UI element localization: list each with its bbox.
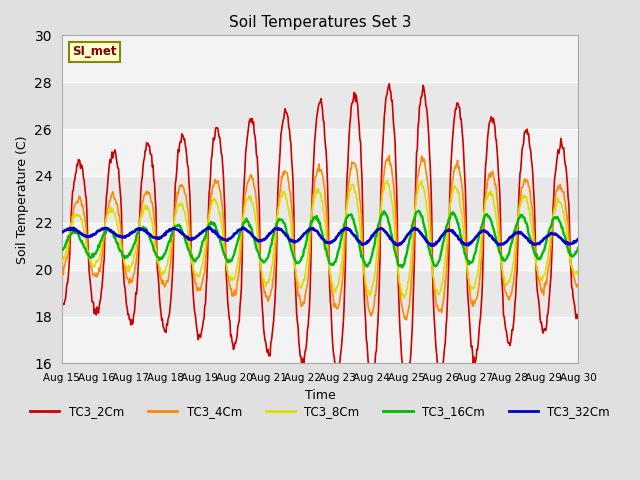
- TC3_32Cm: [427, 243, 435, 249]
- TC3_4Cm: [398, 305, 406, 311]
- TC3_8Cm: [58, 258, 66, 264]
- TC3_16Cm: [200, 237, 208, 242]
- TC3_32Cm: [383, 231, 391, 237]
- TC3_2Cm: [67, 213, 75, 218]
- TC3_32Cm: [120, 234, 128, 240]
- TC3_2Cm: [120, 282, 128, 288]
- TC3_32Cm: [58, 229, 66, 235]
- TC3_8Cm: [383, 179, 390, 184]
- TC3_2Cm: [398, 360, 406, 365]
- TC3_32Cm: [200, 228, 208, 233]
- TC3_4Cm: [58, 270, 66, 276]
- Text: SI_met: SI_met: [72, 45, 116, 58]
- TC3_16Cm: [120, 253, 128, 259]
- Bar: [62, 129, 578, 176]
- TC3_32Cm: [574, 236, 582, 242]
- TC3_4Cm: [120, 261, 128, 267]
- TC3_32Cm: [398, 240, 406, 245]
- Line: TC3_16Cm: TC3_16Cm: [62, 211, 578, 267]
- TC3_2Cm: [58, 302, 66, 308]
- TC3_8Cm: [401, 295, 408, 300]
- TC3_16Cm: [574, 245, 582, 251]
- TC3_4Cm: [385, 153, 393, 158]
- TC3_16Cm: [58, 247, 66, 253]
- TC3_4Cm: [574, 283, 582, 289]
- TC3_8Cm: [200, 253, 208, 259]
- X-axis label: Time: Time: [305, 389, 335, 402]
- TC3_16Cm: [398, 264, 406, 270]
- TC3_8Cm: [120, 260, 128, 265]
- TC3_16Cm: [415, 208, 422, 214]
- TC3_4Cm: [67, 223, 75, 228]
- TC3_32Cm: [67, 226, 75, 232]
- TC3_8Cm: [574, 272, 582, 277]
- TC3_2Cm: [383, 93, 390, 98]
- TC3_8Cm: [398, 292, 406, 298]
- TC3_4Cm: [383, 158, 390, 164]
- Bar: [62, 223, 578, 270]
- TC3_32Cm: [173, 227, 180, 232]
- Line: TC3_4Cm: TC3_4Cm: [62, 156, 578, 320]
- TC3_16Cm: [173, 223, 180, 228]
- TC3_8Cm: [173, 209, 180, 215]
- Bar: [62, 36, 578, 82]
- Line: TC3_2Cm: TC3_2Cm: [62, 84, 578, 387]
- TC3_16Cm: [397, 264, 405, 269]
- TC3_2Cm: [574, 314, 582, 320]
- TC3_8Cm: [383, 178, 391, 184]
- TC3_4Cm: [200, 272, 208, 277]
- TC3_16Cm: [383, 212, 390, 217]
- Line: TC3_8Cm: TC3_8Cm: [62, 181, 578, 298]
- TC3_16Cm: [67, 231, 75, 237]
- TC3_4Cm: [403, 317, 410, 323]
- TC3_32Cm: [206, 225, 214, 230]
- TC3_2Cm: [200, 316, 208, 322]
- TC3_2Cm: [402, 384, 410, 390]
- TC3_4Cm: [173, 196, 180, 202]
- TC3_2Cm: [173, 168, 180, 174]
- Legend: TC3_2Cm, TC3_4Cm, TC3_8Cm, TC3_16Cm, TC3_32Cm: TC3_2Cm, TC3_4Cm, TC3_8Cm, TC3_16Cm, TC3…: [25, 401, 615, 423]
- Line: TC3_32Cm: TC3_32Cm: [62, 228, 578, 246]
- TC3_8Cm: [67, 220, 75, 226]
- Bar: [62, 316, 578, 363]
- TC3_2Cm: [385, 81, 393, 87]
- Y-axis label: Soil Temperature (C): Soil Temperature (C): [16, 135, 29, 264]
- Title: Soil Temperatures Set 3: Soil Temperatures Set 3: [228, 15, 412, 30]
